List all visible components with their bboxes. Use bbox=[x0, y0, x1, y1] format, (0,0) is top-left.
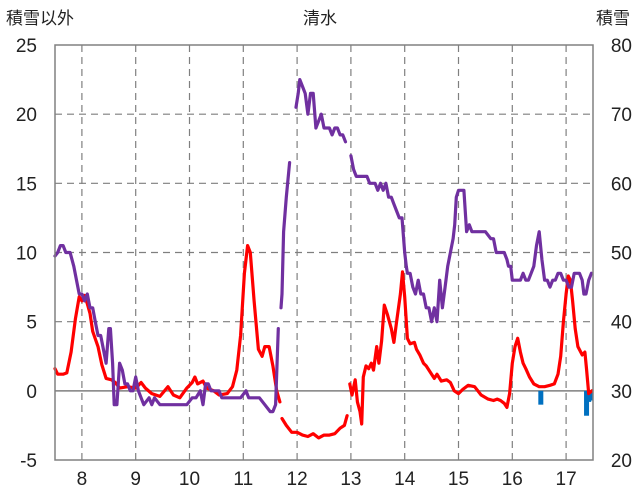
y-right-tick-label: 20 bbox=[611, 451, 632, 472]
y-left-tick-label: 0 bbox=[26, 382, 37, 403]
y-right-tick-labels: 20 30 40 50 60 70 80 bbox=[611, 36, 632, 472]
precipitation-bar bbox=[538, 390, 544, 405]
chart-title: 清水 bbox=[303, 9, 337, 29]
y-right-axis-label: 積雪 bbox=[596, 9, 630, 29]
precipitation-bar bbox=[584, 390, 590, 416]
plot-frame bbox=[54, 44, 594, 461]
x-tick-label: 14 bbox=[394, 469, 416, 490]
y-right-tick-label: 70 bbox=[611, 105, 632, 126]
y-right-tick-label: 50 bbox=[611, 244, 632, 265]
x-tick-labels: 8 9 10 11 12 13 14 15 16 17 bbox=[77, 469, 577, 490]
y-left-tick-label: -5 bbox=[20, 451, 37, 472]
y-left-axis-label: 積雪以外 bbox=[6, 9, 74, 29]
x-tick-label: 17 bbox=[556, 469, 577, 490]
snow-depth-line bbox=[279, 161, 292, 310]
snow-depth-line bbox=[349, 154, 593, 324]
temperature-line bbox=[348, 270, 594, 426]
y-left-tick-labels: -5 0 5 10 15 20 25 bbox=[16, 36, 37, 472]
y-left-tick-label: 10 bbox=[16, 244, 37, 265]
x-tick-label: 10 bbox=[179, 469, 200, 490]
x-tick-label: 11 bbox=[233, 469, 253, 490]
x-tick-label: 8 bbox=[77, 469, 88, 490]
y-right-tick-label: 80 bbox=[611, 36, 632, 57]
precipitation-bar bbox=[587, 390, 593, 401]
y-right-tick-label: 40 bbox=[611, 313, 632, 334]
y-left-tick-label: 5 bbox=[26, 313, 37, 334]
y-right-tick-label: 60 bbox=[611, 174, 632, 195]
y-right-tick-label: 30 bbox=[611, 382, 632, 403]
precipitation-bars bbox=[538, 390, 593, 416]
temperature-line bbox=[280, 414, 349, 440]
x-tick-label: 12 bbox=[287, 469, 308, 490]
x-tick-label: 15 bbox=[448, 469, 469, 490]
y-left-tick-label: 25 bbox=[16, 36, 37, 57]
snow-depth-line bbox=[294, 78, 348, 144]
snow-depth-line bbox=[53, 244, 280, 414]
series-lines bbox=[53, 78, 594, 440]
y-left-tick-label: 15 bbox=[16, 174, 37, 195]
x-tick-label: 16 bbox=[502, 469, 523, 490]
x-tick-label: 13 bbox=[340, 469, 361, 490]
y-left-tick-label: 20 bbox=[16, 105, 37, 126]
x-tick-label: 9 bbox=[130, 469, 141, 490]
